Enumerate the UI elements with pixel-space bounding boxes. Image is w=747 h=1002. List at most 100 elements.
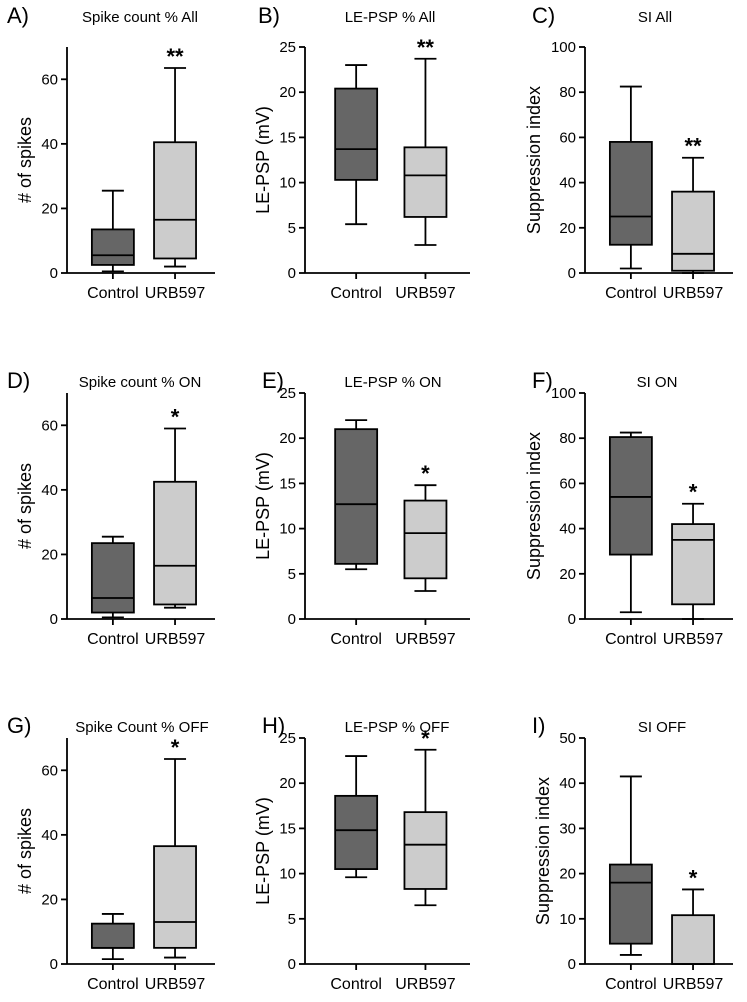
x-category-label-control: Control [605,285,657,302]
y-tick-label: 60 [41,417,58,434]
y-axis-label: # of spikes [15,117,35,203]
x-category-label-control: Control [605,631,657,648]
y-tick-label: 25 [279,39,296,56]
y-tick-label: 60 [41,71,58,88]
y-tick-label: 15 [279,475,296,492]
iqr-box [334,794,379,870]
x-category-label-urb597: URB597 [395,976,456,993]
iqr-box [671,190,715,272]
iqr-box [671,523,715,606]
box-urb597: * [671,480,715,620]
box-urb597: * [403,726,448,907]
box-urb597: ** [153,44,197,268]
significance-marker: ** [166,44,184,69]
panel-f: F) SI ON 0 20 40 60 80 100 Suppression index Cont… [524,368,733,648]
panel-letter: B) [258,3,280,28]
y-tick-label: 20 [41,200,58,217]
panel-c: C) SI All 0 20 40 60 80 100 Suppression index Con… [524,3,733,302]
x-category-label-urb597: URB597 [145,976,206,993]
y-axis-label: # of spikes [15,808,35,894]
panel-title: Spike count % All [82,9,198,26]
iqr-box [334,428,379,565]
panel-title: Spike count % ON [79,374,202,391]
y-tick-label: 0 [288,956,296,973]
y-axis-label: Suppression index [524,432,544,580]
significance-marker: * [421,726,430,751]
box-control [334,755,379,879]
y-tick-label: 0 [50,611,58,628]
significance-marker: * [689,480,698,505]
panel-e: E) LE-PSP % ON 0 5 10 15 20 25 LE-PSP (mV) Contro… [253,368,470,648]
y-tick-label: 20 [279,775,296,792]
x-category-label-urb597: URB597 [145,631,206,648]
x-category-label-control: Control [330,976,382,993]
box-urb597: * [153,405,197,609]
iqr-box [90,542,135,614]
y-tick-label: 60 [559,129,576,146]
y-tick-label: 10 [279,866,296,883]
panel-letter: I) [532,713,545,738]
iqr-box [403,146,448,218]
y-tick-label: 20 [279,84,296,101]
panel-h: H) LE-PSP % OFF 0 5 10 15 20 25 LE-PSP (mV) Contr… [253,713,470,993]
x-category-label-urb597: URB597 [663,631,724,648]
iqr-box [403,811,448,890]
panel-title: SI All [638,9,672,26]
y-tick-label: 5 [288,911,296,928]
y-tick-label: 15 [279,129,296,146]
y-tick-label: 60 [41,762,58,779]
significance-marker: * [171,405,180,430]
box-urb597: ** [671,134,715,274]
box-urb597: * [403,461,448,592]
panel-i: I) SI OFF 0 10 20 30 40 50 Suppression index Cont… [532,713,733,993]
panel-letter: A) [7,3,29,28]
box-urb597: ** [403,35,448,246]
iqr-box [608,863,653,945]
significance-marker: * [171,735,180,760]
panel-letter: H) [262,713,285,738]
y-axis-label: Suppression index [533,777,553,925]
panel-letter: G) [7,713,31,738]
iqr-box [90,228,135,266]
y-tick-label: 15 [279,820,296,837]
y-tick-label: 0 [50,265,58,282]
iqr-box [90,922,135,949]
panel-letter: C) [532,3,555,28]
x-category-label-control: Control [87,631,139,648]
panel-a: A) Spike count % All 0 20 40 60 # of spikes Con… [7,3,215,302]
significance-marker: * [421,461,430,486]
y-tick-label: 10 [279,175,296,192]
x-category-label-urb597: URB597 [395,631,456,648]
significance-marker: * [689,865,698,890]
iqr-box [608,141,653,246]
y-tick-label: 10 [559,911,576,928]
box-urb597: * [153,735,197,959]
iqr-box [153,480,197,606]
y-tick-label: 0 [288,265,296,282]
y-tick-label: 40 [559,521,576,538]
panel-title: Spike Count % OFF [75,719,208,736]
y-tick-label: 40 [41,827,58,844]
y-tick-label: 0 [288,611,296,628]
panel-title: LE-PSP % All [345,9,436,26]
box-control [334,64,379,226]
y-tick-label: 20 [559,866,576,883]
y-tick-label: 40 [559,775,576,792]
iqr-box [153,141,197,260]
panel-letter: F) [532,368,553,393]
y-tick-label: 30 [559,820,576,837]
x-category-label-urb597: URB597 [663,976,724,993]
y-tick-label: 20 [41,546,58,563]
x-category-label-urb597: URB597 [663,285,724,302]
x-category-label-urb597: URB597 [395,285,456,302]
y-tick-label: 10 [279,521,296,538]
y-tick-label: 25 [279,385,296,402]
y-axis-label: LE-PSP (mV) [253,106,273,214]
y-tick-label: 40 [41,482,58,499]
panel-title: LE-PSP % OFF [345,719,450,736]
y-tick-label: 40 [41,136,58,153]
box-control [90,535,135,619]
y-tick-label: 40 [559,175,576,192]
x-category-label-control: Control [330,285,382,302]
